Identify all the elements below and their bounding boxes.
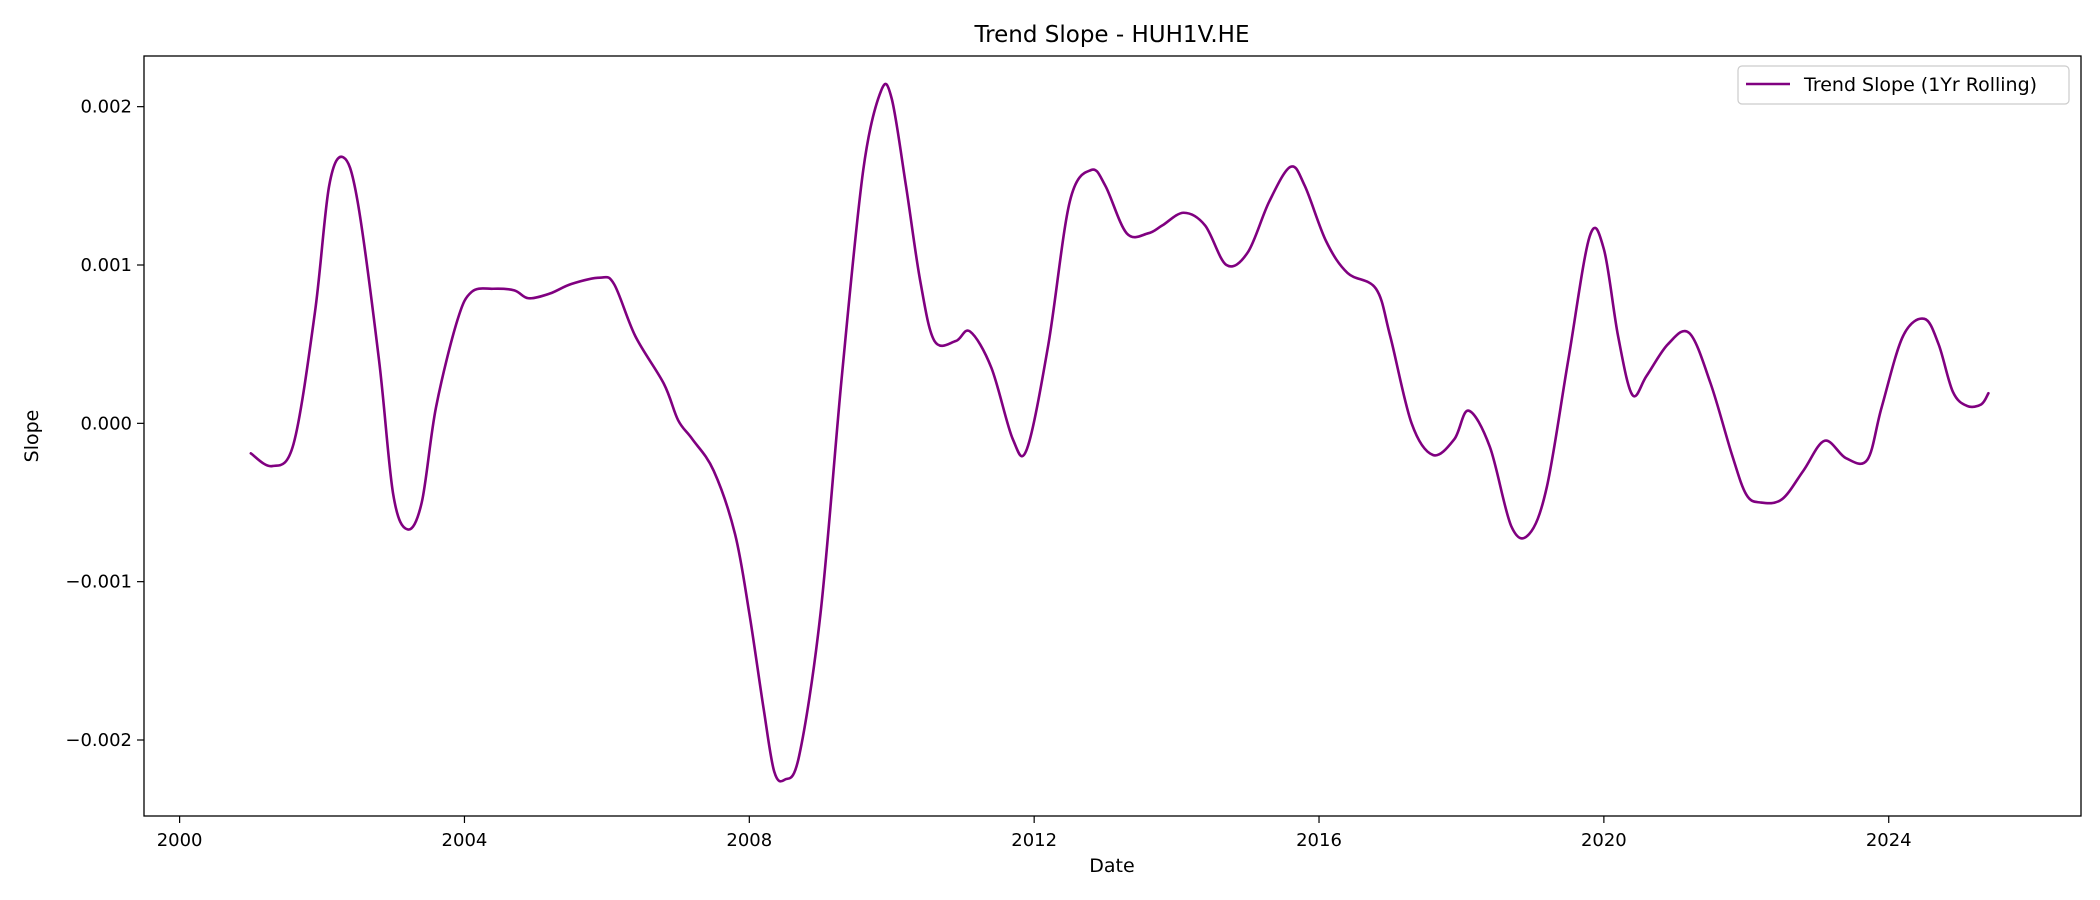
series-line-trend-slope — [249, 82, 1990, 783]
x-axis: 2000 2004 2008 2012 2016 2020 2024 — [157, 816, 1912, 851]
legend-box — [1737, 65, 2070, 105]
x-tick-label: 2016 — [1296, 830, 1342, 851]
y-tick-label: −0.001 — [65, 572, 132, 593]
chart-title: Trend Slope - HUH1V.HE — [974, 22, 1250, 48]
y-tick-label: −0.002 — [65, 730, 132, 751]
series-layer — [249, 82, 1990, 783]
plot-area — [143, 55, 2082, 817]
x-tick-label: 2012 — [1011, 830, 1057, 851]
x-tick-label: 2020 — [1581, 830, 1627, 851]
y-tick-label: 0.002 — [80, 97, 132, 118]
y-tick-label: 0.001 — [80, 255, 132, 276]
legend-label: Trend Slope (1Yr Rolling) — [1803, 74, 2037, 96]
y-axis: −0.002 −0.001 0.000 0.001 0.002 — [65, 97, 144, 751]
y-axis-title: Slope — [21, 410, 43, 463]
legend: Trend Slope (1Yr Rolling) — [1737, 65, 2070, 105]
y-tick-label: 0.000 — [80, 413, 132, 434]
x-axis-title: Date — [1089, 855, 1134, 877]
x-tick-label: 2000 — [157, 830, 203, 851]
x-tick-label: 2024 — [1866, 830, 1912, 851]
x-tick-label: 2004 — [442, 830, 488, 851]
x-tick-label: 2008 — [726, 830, 772, 851]
